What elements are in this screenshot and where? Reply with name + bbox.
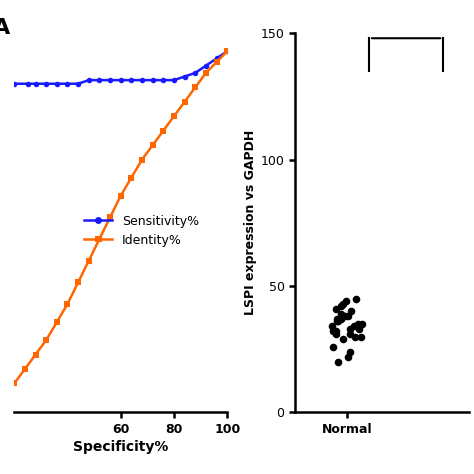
Point (335, 318, 342, 325)
Point (333, 330, 340, 338)
Point (353, 295, 360, 302)
Point (342, 297, 350, 305)
Point (347, 308, 355, 315)
Point (339, 335, 347, 343)
Point (329, 328, 337, 335)
Point (332, 305, 340, 312)
Point (329, 343, 337, 350)
Point (334, 318, 341, 325)
X-axis label: Specificity%: Specificity% (73, 440, 168, 454)
Point (346, 325, 354, 333)
Text: A: A (0, 18, 10, 38)
Point (351, 333, 358, 340)
Point (334, 358, 342, 365)
Point (354, 320, 362, 328)
Point (341, 312, 349, 320)
Point (358, 320, 366, 328)
Point (357, 333, 365, 340)
Legend: Sensitivity%, Identity%: Sensitivity%, Identity% (84, 215, 199, 247)
Point (337, 302, 345, 310)
Point (344, 312, 352, 320)
Point (344, 353, 352, 361)
Point (355, 325, 363, 333)
Y-axis label: LSPI expression vs GAPDH: LSPI expression vs GAPDH (244, 130, 256, 315)
Point (328, 323, 336, 330)
Point (333, 328, 340, 335)
Point (346, 348, 354, 356)
Point (334, 315, 341, 323)
Point (337, 315, 345, 323)
Point (350, 323, 357, 330)
Point (337, 310, 345, 318)
Point (339, 300, 347, 308)
Point (346, 330, 354, 338)
